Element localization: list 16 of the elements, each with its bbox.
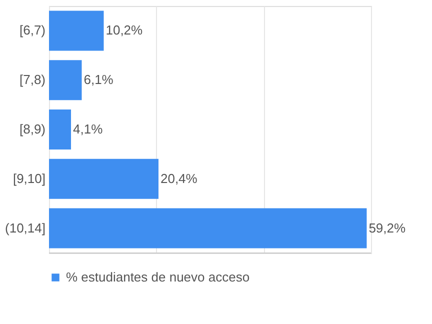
bar [49, 208, 367, 248]
data-label: 10,2% [106, 22, 144, 38]
data-label: 59,2% [368, 220, 406, 236]
y-tick-label: [6,7) [19, 22, 46, 38]
bar [49, 60, 82, 100]
bar [49, 10, 104, 51]
data-label: 20,4% [160, 170, 198, 186]
legend-label: % estudiantes de nuevo acceso [66, 270, 250, 284]
y-tick-label: [9,10] [12, 170, 46, 186]
bar [49, 110, 72, 150]
y-tick-label: (10,14] [5, 220, 46, 236]
bar [49, 158, 158, 199]
data-label: 4,1% [73, 122, 104, 136]
y-tick-label: [7,8) [19, 72, 46, 88]
data-label: 6,1% [84, 72, 114, 88]
y-tick-label: [8,9) [19, 122, 46, 136]
